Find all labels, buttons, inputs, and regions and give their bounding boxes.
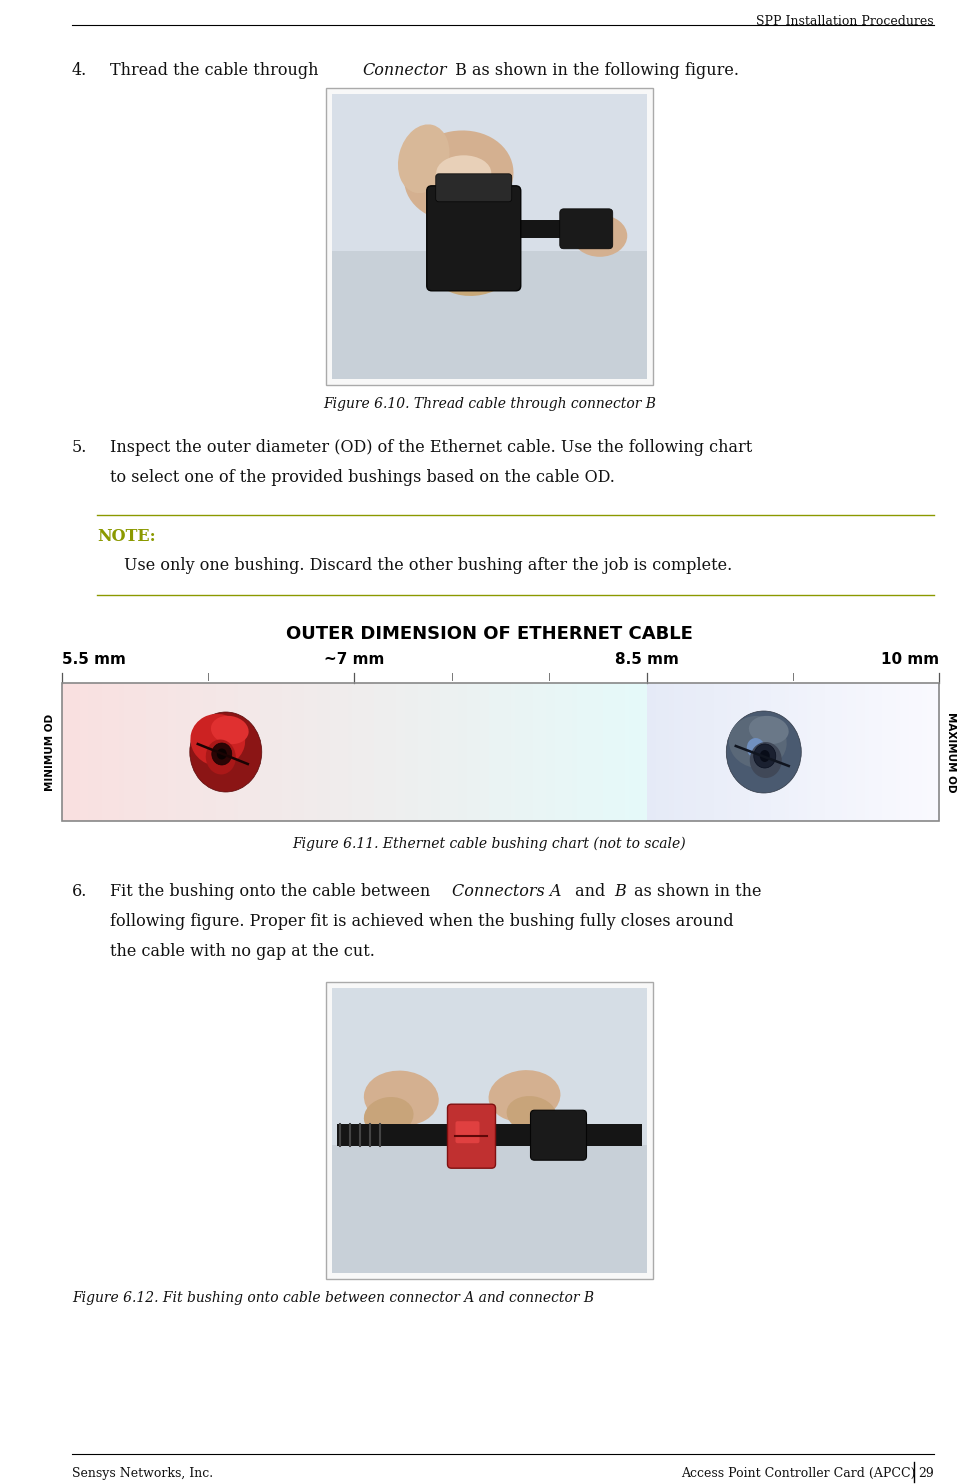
Text: Thread the cable through: Thread the cable through [110,62,324,79]
Text: Figure 6.12. Fit bushing onto cable between connector A and connector B: Figure 6.12. Fit bushing onto cable betw… [72,1291,594,1304]
Text: and: and [569,883,609,899]
Text: OUTER DIMENSION OF ETHERNET CABLE: OUTER DIMENSION OF ETHERNET CABLE [286,625,692,643]
FancyBboxPatch shape [332,93,646,378]
Text: ~7 mm: ~7 mm [324,651,383,666]
Text: Fit the bushing onto the cable between: Fit the bushing onto the cable between [110,883,435,899]
FancyBboxPatch shape [426,186,520,291]
FancyBboxPatch shape [455,1122,479,1143]
Text: 8.5 mm: 8.5 mm [614,651,678,666]
Text: as shown in the: as shown in the [628,883,761,899]
Ellipse shape [436,156,491,190]
FancyBboxPatch shape [509,220,573,237]
Text: MAXIMUM OD: MAXIMUM OD [945,712,956,792]
FancyBboxPatch shape [559,209,612,249]
Text: 6.: 6. [72,883,87,899]
FancyBboxPatch shape [326,982,652,1279]
Ellipse shape [748,715,788,743]
Ellipse shape [759,749,769,761]
Text: 10 mm: 10 mm [880,651,938,666]
FancyBboxPatch shape [336,1125,642,1146]
Ellipse shape [572,215,627,257]
Text: SPP Installation Procedures: SPP Installation Procedures [756,15,933,28]
Text: Figure 6.11. Ethernet cable bushing chart (not to scale): Figure 6.11. Ethernet cable bushing char… [292,837,686,852]
Ellipse shape [404,131,512,221]
Text: following figure. Proper fit is achieved when the bushing fully closes around: following figure. Proper fit is achieved… [110,913,733,930]
Ellipse shape [364,1070,438,1126]
Ellipse shape [728,715,786,769]
Ellipse shape [190,712,261,792]
Text: Inspect the outer diameter (OD) of the Ethernet cable. Use the following chart: Inspect the outer diameter (OD) of the E… [110,439,751,456]
FancyBboxPatch shape [530,1110,586,1160]
Ellipse shape [216,748,227,760]
Text: B as shown in the following figure.: B as shown in the following figure. [450,62,738,79]
Text: 4.: 4. [72,62,87,79]
Ellipse shape [211,743,232,764]
Text: the cable with no gap at the cut.: the cable with no gap at the cut. [110,942,375,960]
Ellipse shape [749,742,781,778]
Text: Access Point Controller Card (APCC): Access Point Controller Card (APCC) [681,1468,915,1480]
FancyBboxPatch shape [332,93,646,251]
Text: Figure 6.10. Thread cable through connector B: Figure 6.10. Thread cable through connec… [323,398,655,411]
Text: Connectors A: Connectors A [452,883,560,899]
Ellipse shape [438,255,509,295]
FancyBboxPatch shape [332,988,646,1273]
Text: Use only one bushing. Discard the other bushing after the job is complete.: Use only one bushing. Discard the other … [124,556,732,574]
FancyBboxPatch shape [326,88,652,384]
FancyBboxPatch shape [447,1104,495,1168]
Text: Connector: Connector [362,62,446,79]
Text: 5.5 mm: 5.5 mm [62,651,126,666]
Ellipse shape [746,738,764,758]
Text: B: B [613,883,625,899]
Text: NOTE:: NOTE: [97,528,156,545]
Ellipse shape [210,715,248,743]
Ellipse shape [364,1097,413,1135]
Text: 29: 29 [917,1468,933,1480]
Text: to select one of the provided bushings based on the cable OD.: to select one of the provided bushings b… [110,469,614,485]
Ellipse shape [190,714,244,766]
Ellipse shape [506,1097,556,1132]
FancyBboxPatch shape [435,174,511,202]
Text: Sensys Networks, Inc.: Sensys Networks, Inc. [72,1468,213,1480]
Ellipse shape [488,1070,559,1122]
FancyBboxPatch shape [332,988,646,1144]
Text: 5.: 5. [72,439,87,456]
Ellipse shape [753,743,775,769]
Ellipse shape [397,125,449,193]
Text: MINIMUM OD: MINIMUM OD [45,714,55,791]
Ellipse shape [205,739,236,775]
Ellipse shape [726,711,800,792]
